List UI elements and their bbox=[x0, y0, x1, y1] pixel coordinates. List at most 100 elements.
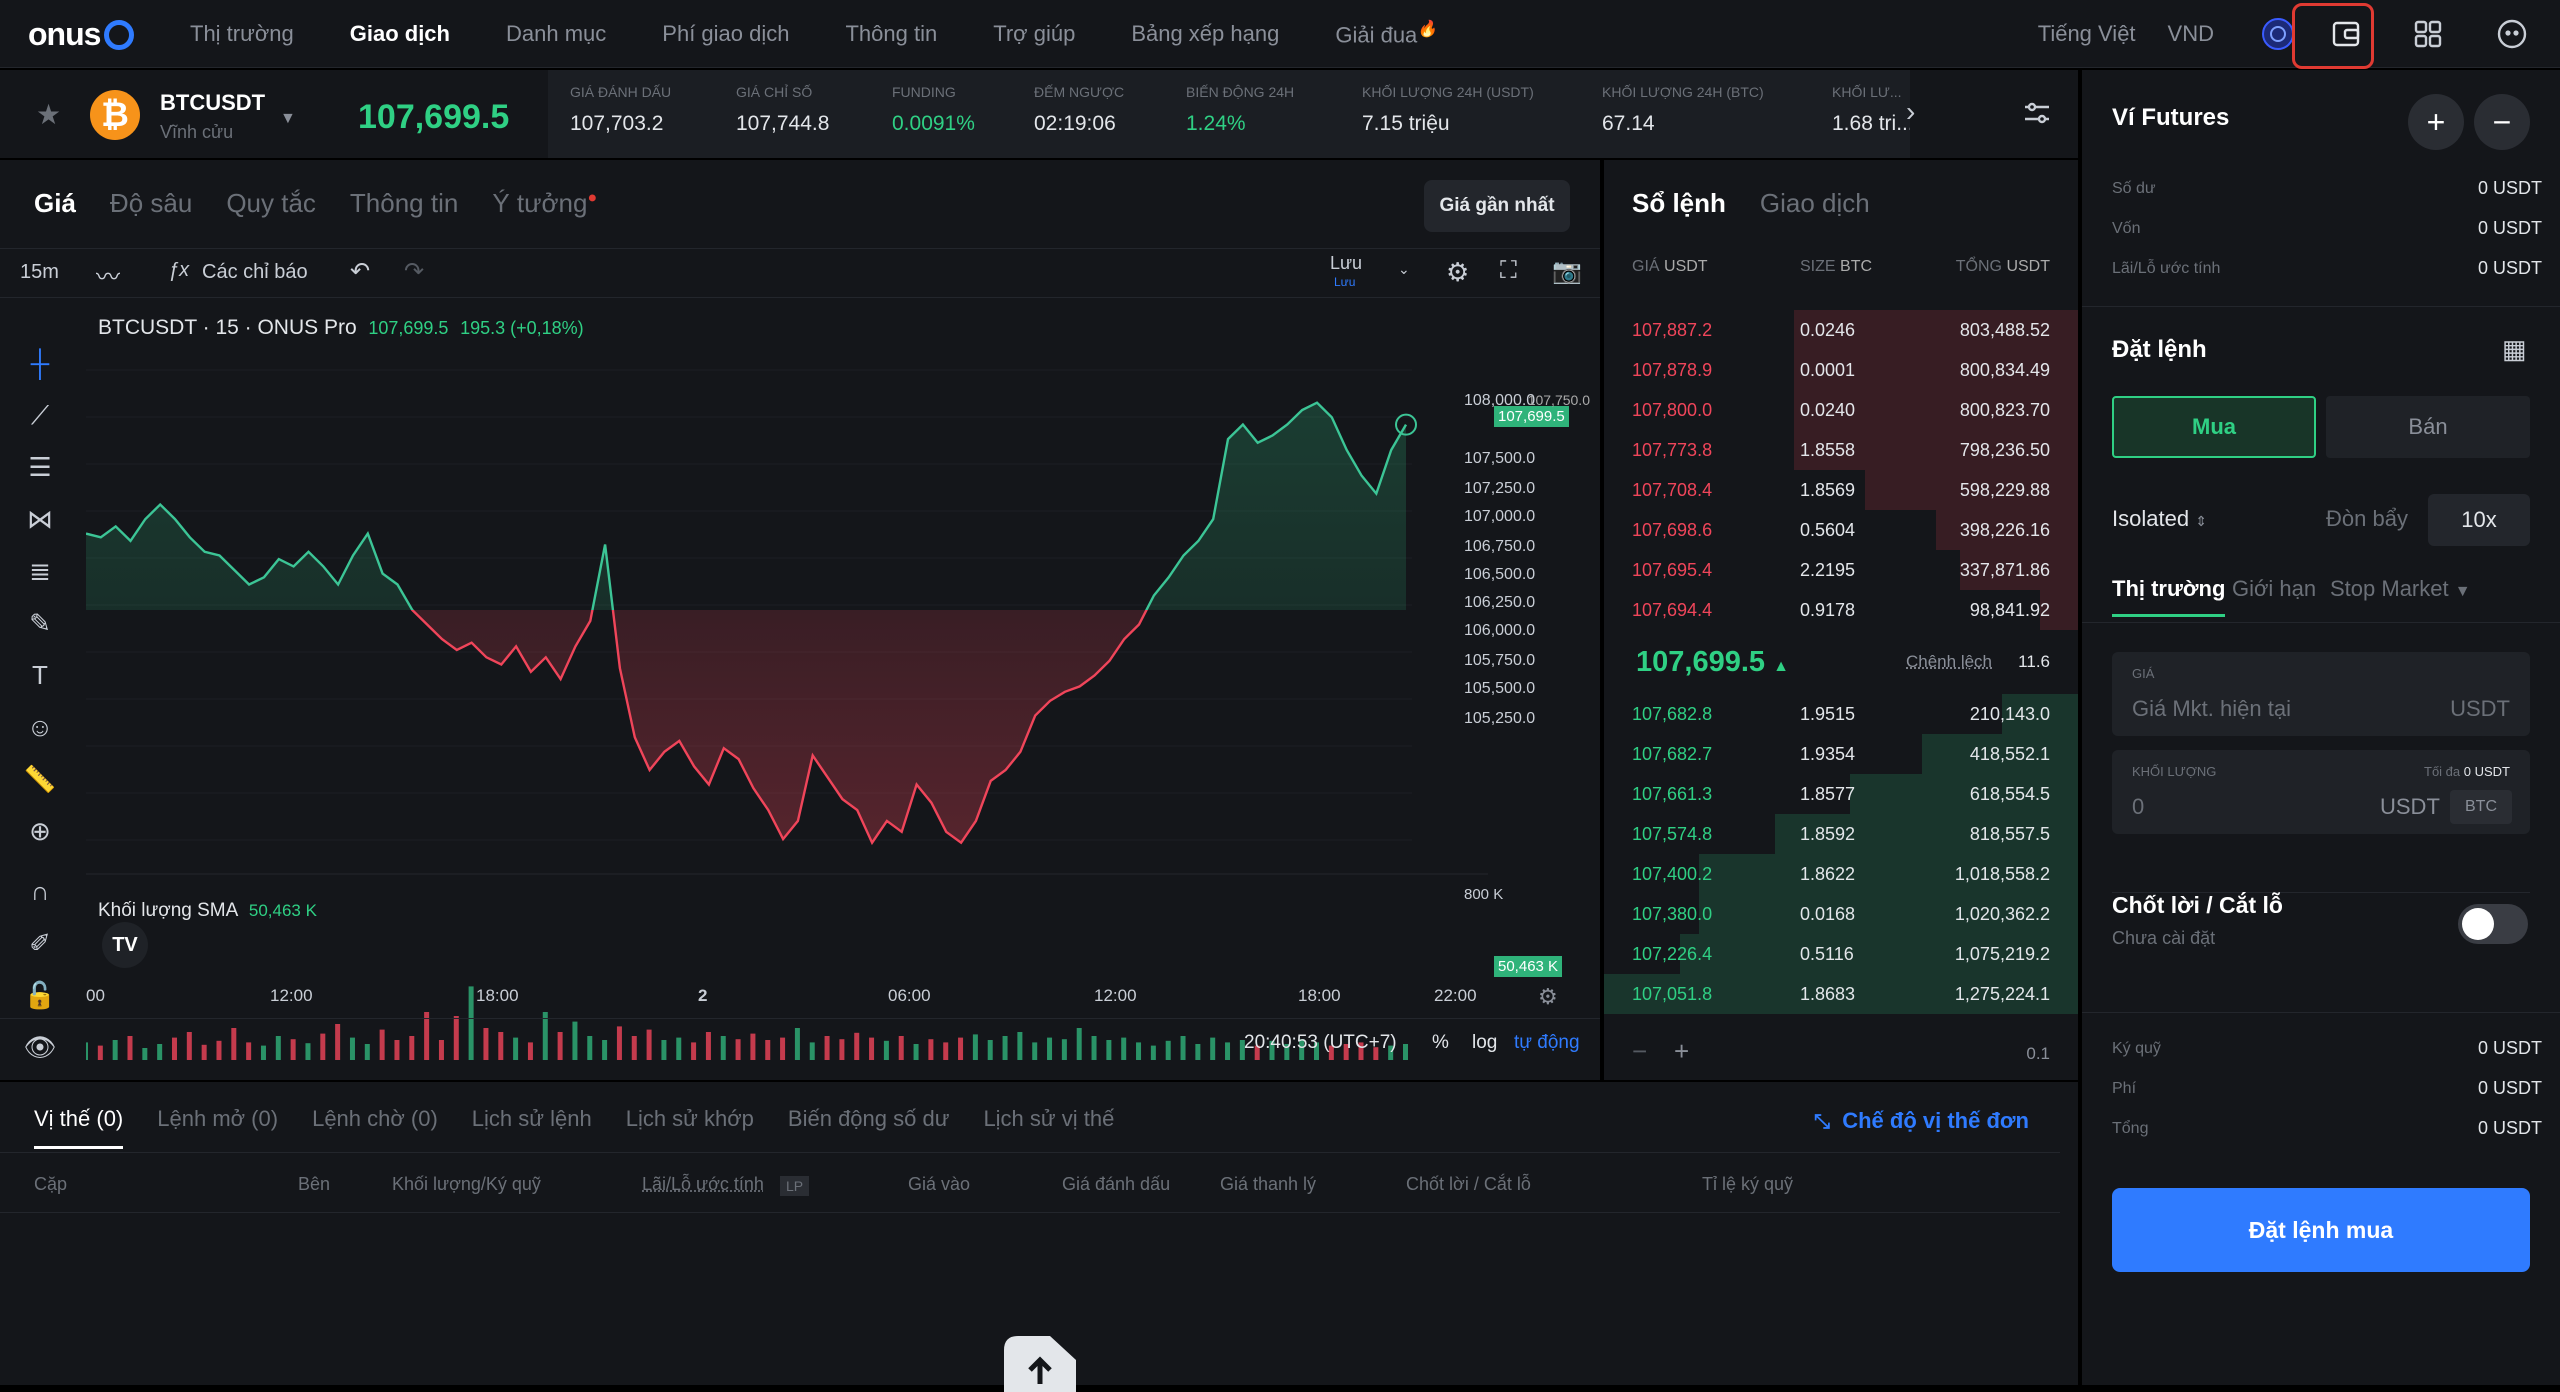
tick-step-select[interactable]: 0.1 bbox=[2026, 1044, 2050, 1063]
single-position-mode[interactable]: ⤡ Chế độ vị thế đơn bbox=[1814, 1108, 2029, 1134]
ask-row[interactable]: 107,878.9 0.0001 800,834.49 bbox=[1604, 350, 2078, 390]
zoom-in-icon[interactable]: ⊕ bbox=[29, 816, 51, 846]
nav-portfolio[interactable]: Danh mục bbox=[506, 21, 607, 46]
chevron-right-icon[interactable]: › bbox=[1906, 96, 1916, 127]
type-limit[interactable]: Giới hạn bbox=[2232, 576, 2317, 601]
place-buy-order-button[interactable]: Đặt lệnh mua bbox=[2112, 1188, 2530, 1272]
plus-icon[interactable]: + bbox=[1674, 1036, 1690, 1066]
globe-icon[interactable] bbox=[2258, 14, 2298, 54]
ask-row[interactable]: 107,694.4 0.9178 98,841.92 bbox=[1604, 590, 2078, 630]
fib-icon[interactable]: ≣ bbox=[29, 556, 51, 586]
lock-drawing-icon[interactable]: ✐ bbox=[29, 928, 51, 958]
bid-row[interactable]: 107,051.8 1.8683 1,275,224.1 bbox=[1604, 974, 2078, 1014]
brush-icon[interactable]: ✎ bbox=[29, 608, 51, 638]
bid-row[interactable]: 107,380.0 0.0168 1,020,362.2 bbox=[1604, 894, 2078, 934]
quantity-unit[interactable]: USDT bbox=[2380, 794, 2440, 819]
save-button[interactable]: Lưu bbox=[1330, 253, 1363, 273]
wallet-icon[interactable] bbox=[2326, 14, 2366, 54]
user-avatar-icon[interactable] bbox=[2492, 14, 2532, 54]
minus-icon[interactable]: − bbox=[1632, 1036, 1648, 1066]
bid-row[interactable]: 107,682.8 1.9515 210,143.0 bbox=[1604, 694, 2078, 734]
nav-trade[interactable]: Giao dịch bbox=[349, 21, 450, 46]
tab-position-history[interactable]: Lịch sử vị thế bbox=[983, 1106, 1115, 1131]
horizontal-lines-icon[interactable]: ☰ bbox=[28, 452, 52, 482]
interval-select[interactable]: 15m bbox=[20, 261, 59, 283]
tab-trades[interactable]: Giao dịch bbox=[1759, 188, 1870, 218]
price-chart[interactable] bbox=[86, 310, 1488, 1140]
trendline-icon[interactable]: ⟋ bbox=[30, 400, 50, 430]
tab-trade-history[interactable]: Lịch sử khớp bbox=[625, 1106, 754, 1131]
price-field[interactable]: GIÁ Giá Mkt. hiện tại USDT bbox=[2112, 652, 2530, 736]
ruler-icon[interactable]: 📏 bbox=[23, 764, 57, 794]
calculator-icon[interactable]: ▦ bbox=[2502, 334, 2527, 364]
tab-order-history[interactable]: Lịch sử lệnh bbox=[471, 1106, 592, 1131]
bid-row[interactable]: 107,400.2 1.8622 1,018,558.2 bbox=[1604, 854, 2078, 894]
tab-info[interactable]: Thông tin bbox=[349, 188, 459, 218]
indicators-button[interactable]: Các chỉ báo bbox=[202, 261, 308, 283]
magnet-icon[interactable]: ∩ bbox=[30, 876, 50, 906]
percent-toggle[interactable]: % bbox=[1432, 1032, 1449, 1053]
tpsl-toggle[interactable] bbox=[2458, 904, 2528, 944]
bid-row[interactable]: 107,226.4 0.5116 1,075,219.2 bbox=[1604, 934, 2078, 974]
margin-mode-select[interactable]: Isolated ⇕ bbox=[2112, 506, 2207, 532]
type-market[interactable]: Thị trường bbox=[2112, 576, 2226, 617]
undo-icon[interactable]: ↶ bbox=[350, 258, 371, 285]
symbol-name[interactable]: BTCUSDT bbox=[160, 90, 266, 115]
ask-row[interactable]: 107,695.4 2.2195 337,871.86 bbox=[1604, 550, 2078, 590]
bid-row[interactable]: 107,661.3 1.8577 618,554.5 bbox=[1604, 774, 2078, 814]
nav-fees[interactable]: Phí giao dịch bbox=[662, 21, 790, 46]
indicators-fx-icon[interactable]: ƒx bbox=[168, 259, 190, 281]
tradingview-logo-icon[interactable]: TV bbox=[102, 922, 148, 968]
emoji-icon[interactable]: ☺ bbox=[26, 712, 54, 742]
pattern-icon[interactable]: ⋈ bbox=[27, 504, 53, 534]
buy-tab[interactable]: Mua bbox=[2112, 396, 2316, 458]
nav-ranking[interactable]: Bảng xếp hạng bbox=[1131, 21, 1280, 46]
tab-depth[interactable]: Độ sâu bbox=[109, 188, 193, 218]
chevron-down-icon[interactable]: ⌄ bbox=[1398, 261, 1410, 277]
language-select[interactable]: Tiếng Việt bbox=[2037, 21, 2136, 46]
log-toggle[interactable]: log bbox=[1472, 1032, 1498, 1053]
quantity-field[interactable]: KHỐI LƯỢNG Tối đa 0 USDT 0 USDT BTC bbox=[2112, 750, 2530, 834]
chevron-down-icon[interactable]: ▼ bbox=[280, 110, 296, 127]
withdraw-minus-button[interactable]: − bbox=[2474, 94, 2530, 150]
tab-balance-changes[interactable]: Biến động số dư bbox=[787, 1106, 950, 1131]
ask-row[interactable]: 107,698.6 0.5604 398,226.16 bbox=[1604, 510, 2078, 550]
axis-settings-icon[interactable]: ⚙ bbox=[1538, 984, 1558, 1009]
redo-icon[interactable]: ↷ bbox=[404, 258, 425, 285]
apps-grid-icon[interactable] bbox=[2408, 14, 2448, 54]
tab-pending-orders[interactable]: Lệnh chờ (0) bbox=[312, 1106, 438, 1131]
deposit-plus-button[interactable]: + bbox=[2408, 94, 2464, 150]
nav-market[interactable]: Thị trường bbox=[190, 21, 294, 46]
tab-price[interactable]: Giá bbox=[34, 188, 76, 218]
ask-row[interactable]: 107,800.0 0.0240 800,823.70 bbox=[1604, 390, 2078, 430]
bid-row[interactable]: 107,574.8 1.8592 818,557.5 bbox=[1604, 814, 2078, 854]
favorite-star-icon[interactable]: ★ bbox=[36, 99, 62, 130]
ask-row[interactable]: 107,887.2 0.0246 803,488.52 bbox=[1604, 310, 2078, 350]
quantity-unit-btc[interactable]: BTC bbox=[2450, 790, 2512, 824]
ask-row[interactable]: 107,708.4 1.8569 598,229.88 bbox=[1604, 470, 2078, 510]
ask-row[interactable]: 107,773.8 1.8558 798,236.50 bbox=[1604, 430, 2078, 470]
bid-row[interactable]: 107,682.7 1.9354 418,552.1 bbox=[1604, 734, 2078, 774]
auto-toggle[interactable]: tự động bbox=[1514, 1032, 1580, 1053]
leverage-button[interactable]: 10x bbox=[2428, 494, 2530, 546]
nearest-price-button[interactable]: Giá gần nhất bbox=[1424, 180, 1570, 232]
nav-help[interactable]: Trợ giúp bbox=[993, 21, 1076, 46]
tab-rules[interactable]: Quy tắc bbox=[226, 188, 316, 218]
type-stop-market[interactable]: Stop Market ▼ bbox=[2330, 576, 2471, 602]
onus-logo[interactable]: onus bbox=[28, 16, 135, 53]
lock-icon[interactable]: 🔓 bbox=[23, 980, 57, 1010]
nav-info[interactable]: Thông tin bbox=[845, 21, 938, 46]
text-icon[interactable]: T bbox=[32, 660, 48, 690]
tab-positions[interactable]: Vị thế (0) bbox=[34, 1106, 124, 1149]
sell-tab[interactable]: Bán bbox=[2326, 396, 2530, 458]
crosshair-icon[interactable]: ┼ bbox=[30, 348, 50, 378]
tab-ideas[interactable]: Ý tưởng● bbox=[492, 188, 597, 219]
nav-race[interactable]: Giải đua🔥 bbox=[1335, 19, 1437, 48]
tab-open-orders[interactable]: Lệnh mở (0) bbox=[157, 1106, 279, 1131]
fullscreen-icon[interactable]: ⛶ bbox=[1500, 257, 1517, 284]
settings-sliders-icon[interactable] bbox=[2022, 98, 2052, 133]
candle-type-icon[interactable]: 〰 bbox=[96, 264, 120, 291]
tab-orderbook[interactable]: Sổ lệnh bbox=[1632, 188, 1726, 218]
eye-icon[interactable]: 👁 bbox=[23, 1032, 57, 1062]
currency-select[interactable]: VND bbox=[2167, 21, 2214, 46]
